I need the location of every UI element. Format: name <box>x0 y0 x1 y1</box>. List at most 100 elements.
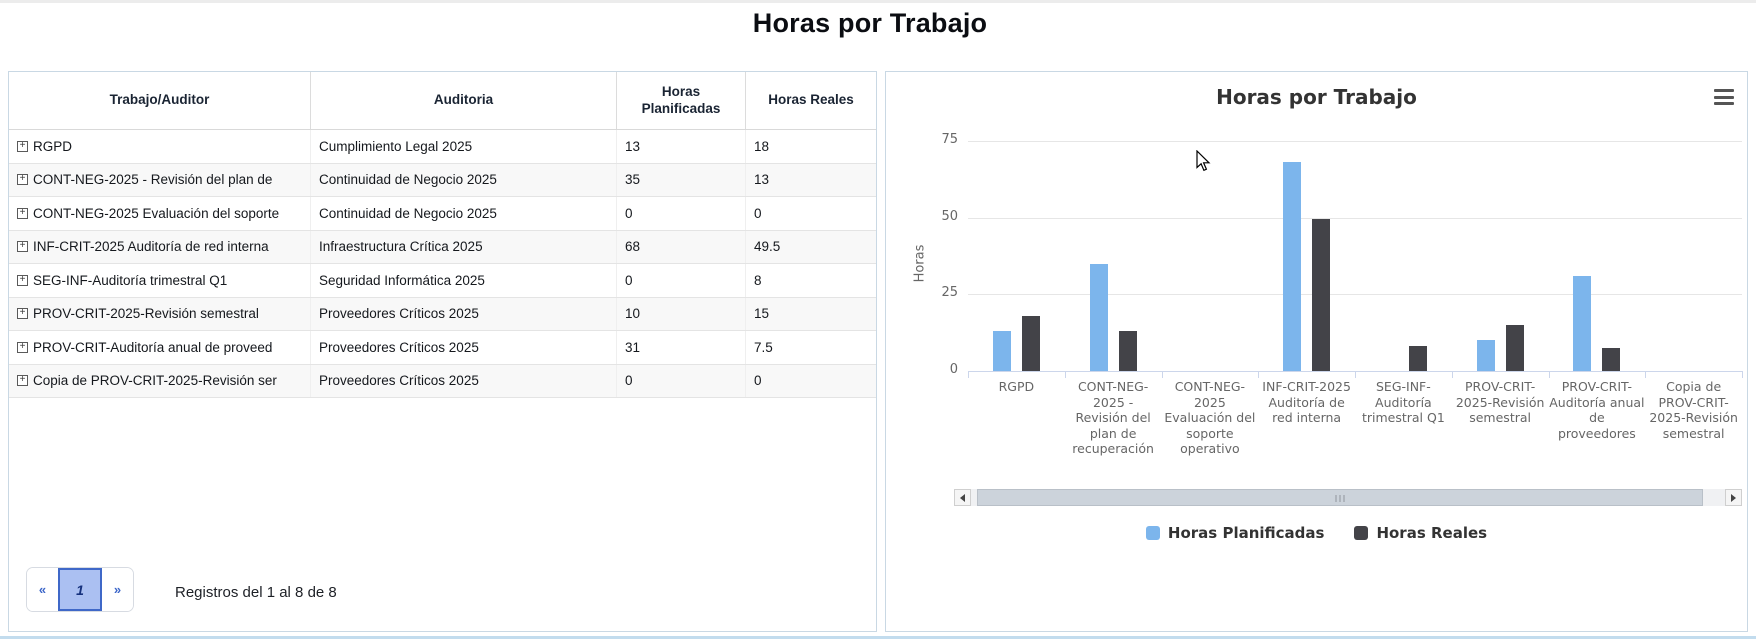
gridline-50 <box>968 217 1742 219</box>
gridline-75 <box>968 141 1742 142</box>
column-header-auditoria[interactable]: Auditoria <box>311 72 617 129</box>
x-axis-tickmark <box>1258 371 1260 378</box>
legend-swatch-icon <box>1354 526 1369 540</box>
pagination-prev-button[interactable]: « <box>27 568 58 611</box>
x-axis-category-label: INF-CRIT-2025 Auditoría de red interna <box>1262 379 1351 425</box>
cell-planificadas: 0 <box>625 373 633 389</box>
y-tick-label-25: 25 <box>941 285 958 301</box>
x-axis-tickmark <box>1742 371 1743 378</box>
expand-row-icon[interactable]: + <box>17 174 28 186</box>
chart-plot-area: 0 25 50 75 RGPD CONT-NEG-2025 - Revisión del … <box>886 72 1749 633</box>
cell-auditoria: Proveedores Críticos 2025 <box>319 373 479 389</box>
hours-chart-panel: Horas por Trabajo Horas 0 25 50 75 RGPD CONT-… <box>885 71 1748 632</box>
x-axis-category-label: CONT-NEG-2025 - Revisión del plan de rec… <box>1072 379 1154 456</box>
bar-reales-cat1[interactable] <box>1118 331 1137 371</box>
expand-row-icon[interactable]: + <box>17 375 28 387</box>
cell-reales: 0 <box>754 205 762 221</box>
hours-table-panel: Trabajo/Auditor Auditoria Horas Planific… <box>8 71 877 632</box>
cell-planificadas: 68 <box>625 239 641 255</box>
cell-trabajo: CONT-NEG-2025 Evaluación del soporte <box>33 205 280 221</box>
x-axis-tickmark <box>1064 371 1066 378</box>
cell-trabajo: CONT-NEG-2025 - Revisión del plan de <box>33 172 273 188</box>
expand-row-icon[interactable]: + <box>17 341 28 353</box>
cell-planificadas: 10 <box>625 306 641 322</box>
pagination-page-1-button[interactable]: 1 <box>58 568 102 611</box>
pagination-next-button[interactable]: » <box>102 568 133 611</box>
scrollbar-grip-icon <box>1335 495 1345 502</box>
bar-reales-cat6[interactable] <box>1602 348 1621 371</box>
cell-reales: 8 <box>754 272 762 288</box>
cell-auditoria: Continuidad de Negocio 2025 <box>319 205 497 221</box>
table-row[interactable]: + Copia de PROV-CRIT-2025-Revisión ser Pro… <box>9 364 876 398</box>
gridline-25 <box>968 294 1742 296</box>
scrollbar-left-arrow-icon[interactable] <box>954 489 971 506</box>
cell-trabajo: Copia de PROV-CRIT-2025-Revisión ser <box>33 373 277 389</box>
table-body: + RGPD Cumplimiento Legal 2025 13 18 + CONT-NE… <box>9 130 876 398</box>
x-axis-tickmark <box>968 371 969 378</box>
cell-trabajo: SEG-INF-Auditoría trimestral Q1 <box>33 272 228 288</box>
cell-reales: 0 <box>754 373 762 389</box>
cell-auditoria: Proveedores Críticos 2025 <box>319 339 479 355</box>
table-row[interactable]: + CONT-NEG-2025 - Revisión del plan de Con… <box>9 163 876 197</box>
table-row[interactable]: + SEG-INF-Auditoría trimestral Q1 Segurida… <box>9 264 876 298</box>
expand-row-icon[interactable]: + <box>17 140 28 152</box>
bar-reales-cat0[interactable] <box>1021 315 1040 371</box>
table-row[interactable]: + RGPD Cumplimiento Legal 2025 13 18 <box>9 130 876 164</box>
x-axis-category-label: PROV-CRIT-2025-Revisión semestral <box>1455 379 1545 425</box>
bar-planificadas-cat3[interactable] <box>1283 162 1302 371</box>
bar-reales-cat5[interactable] <box>1505 325 1524 371</box>
expand-row-icon[interactable]: + <box>17 207 28 219</box>
window-top-edge <box>0 0 1756 3</box>
expand-row-icon[interactable]: + <box>17 241 28 253</box>
legend-item-planificadas[interactable]: Horas Planificadas <box>1145 524 1324 542</box>
cell-planificadas: 13 <box>625 138 641 154</box>
x-axis-category-label: PROV-CRIT-Auditoría anual de proveedores <box>1549 379 1645 441</box>
page-title: Horas por Trabajo <box>752 8 988 38</box>
expand-row-icon[interactable]: + <box>17 308 28 320</box>
bar-planificadas-cat1[interactable] <box>1089 263 1108 371</box>
bar-reales-cat4[interactable] <box>1408 346 1427 371</box>
mouse-cursor-icon <box>1196 150 1211 172</box>
table-row[interactable]: + PROV-CRIT-Auditoría anual de proveed Pro… <box>9 331 876 365</box>
cell-trabajo: RGPD <box>33 138 73 154</box>
cell-auditoria: Cumplimiento Legal 2025 <box>319 138 473 154</box>
table-row[interactable]: + INF-CRIT-2025 Auditoría de red interna I… <box>9 230 876 264</box>
bar-planificadas-cat5[interactable] <box>1476 340 1495 371</box>
cell-auditoria: Continuidad de Negocio 2025 <box>319 172 497 188</box>
bar-planificadas-cat0[interactable] <box>992 331 1011 371</box>
records-summary: Registros del 1 al 8 de 8 <box>175 584 337 601</box>
scrollbar-right-arrow-icon[interactable] <box>1725 489 1742 506</box>
x-axis-tickmark <box>1548 371 1550 378</box>
bar-planificadas-cat6[interactable] <box>1573 275 1592 371</box>
chart-menu-icon[interactable] <box>1714 89 1734 105</box>
table-header-row: Trabajo/Auditor Auditoria Horas Planific… <box>9 72 876 130</box>
x-axis-category-label: Copia de PROV-CRIT-2025-Revisión semestr… <box>1649 379 1738 441</box>
column-header-trabajo[interactable]: Trabajo/Auditor <box>9 72 311 129</box>
cell-reales: 49.5 <box>754 239 781 255</box>
y-tick-label-75: 75 <box>941 132 958 147</box>
y-tick-label-50: 50 <box>941 208 958 224</box>
chart-legend: Horas Planificadas Horas Reales <box>886 524 1747 542</box>
chart-horizontal-scrollbar[interactable] <box>954 489 1742 506</box>
cell-reales: 15 <box>754 306 770 322</box>
column-header-horas-reales[interactable]: Horas Reales <box>768 92 854 108</box>
x-axis-category-label: SEG-INF-Auditoría trimestral Q1 <box>1361 379 1445 425</box>
x-axis-tickmark <box>1451 371 1453 378</box>
cell-reales: 13 <box>754 172 770 188</box>
cell-auditoria: Infraestructura Crítica 2025 <box>319 239 483 255</box>
expand-row-icon[interactable]: + <box>17 274 28 286</box>
x-axis-line <box>968 371 1743 372</box>
cell-reales: 18 <box>754 138 770 154</box>
column-header-horas-planificadas[interactable]: Horas Planificadas <box>617 72 746 129</box>
legend-swatch-icon <box>1145 526 1160 540</box>
chart-title: Horas por Trabajo <box>1216 85 1417 109</box>
x-axis-tickmark <box>1161 371 1163 378</box>
bar-reales-cat3[interactable] <box>1312 219 1331 371</box>
table-row[interactable]: + CONT-NEG-2025 Evaluación del soporte Con… <box>9 197 876 231</box>
cell-auditoria: Seguridad Informática 2025 <box>319 272 485 288</box>
table-row[interactable]: + PROV-CRIT-2025-Revisión semestral Provee… <box>9 297 876 331</box>
legend-item-reales[interactable]: Horas Reales <box>1354 524 1487 542</box>
pagination: « 1 » <box>26 567 134 612</box>
cell-planificadas: 31 <box>625 339 641 355</box>
scrollbar-thumb[interactable] <box>977 489 1703 506</box>
